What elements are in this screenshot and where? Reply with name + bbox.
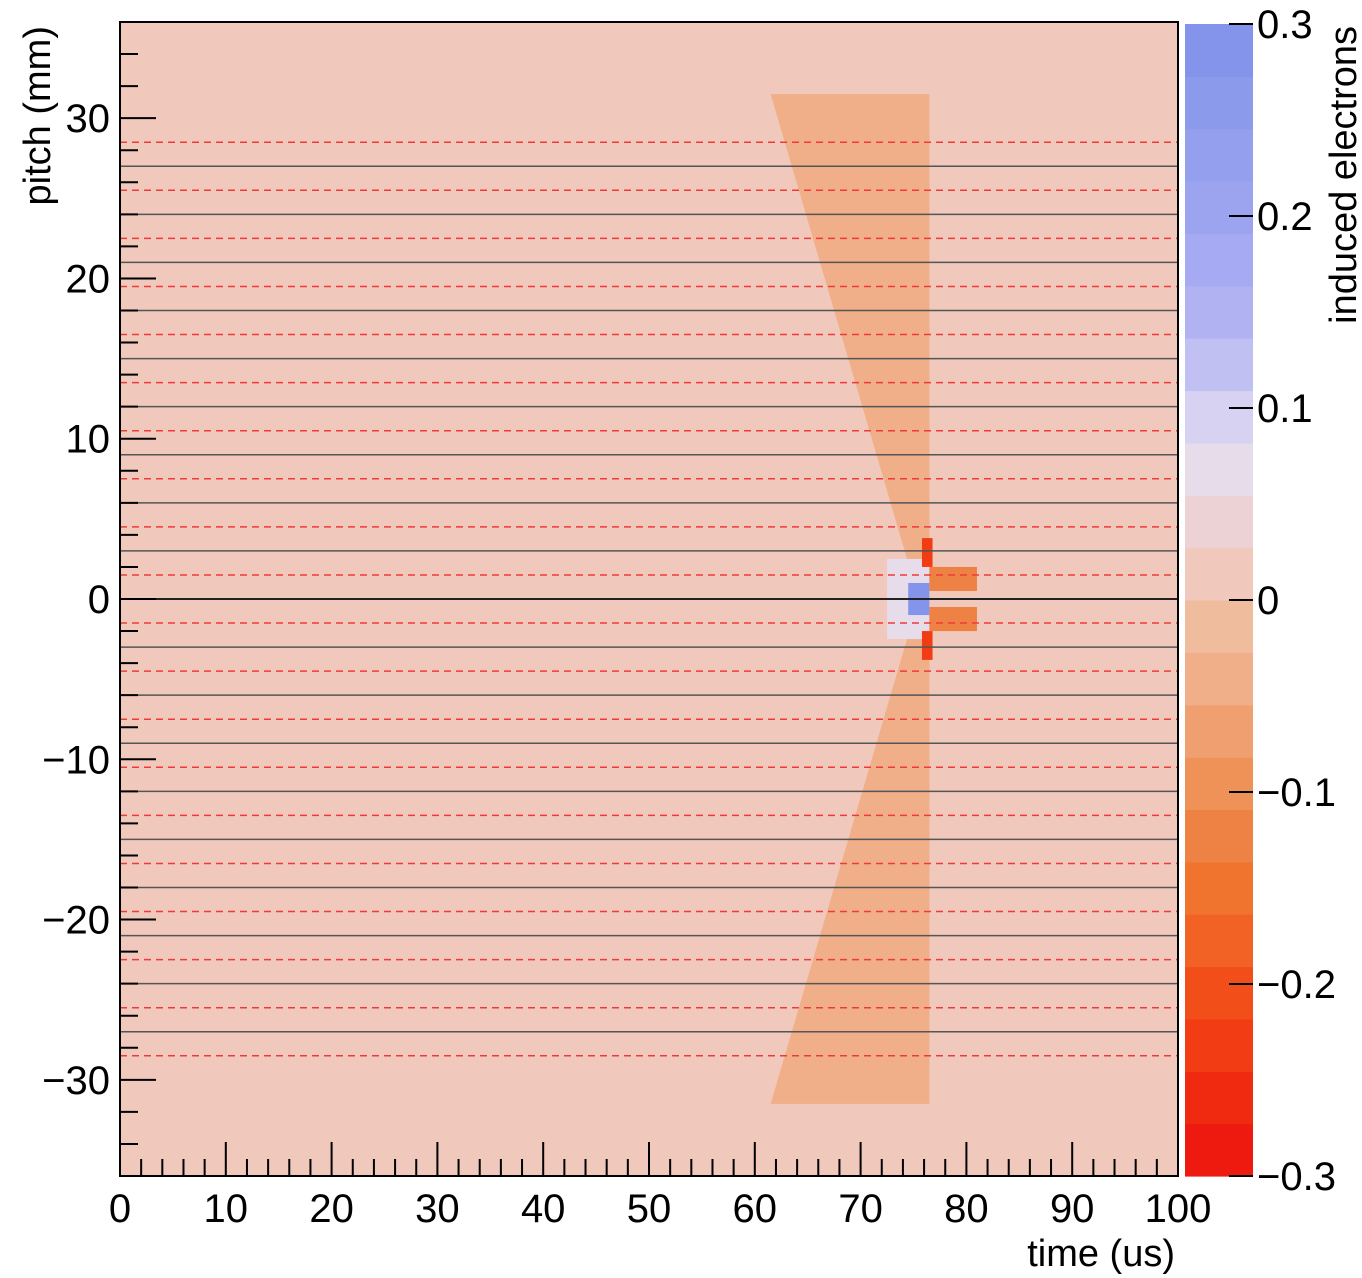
colorbar-swatch — [1185, 76, 1253, 130]
x-tick-label: 10 — [204, 1187, 249, 1231]
y-tick-label: 30 — [66, 97, 111, 141]
x-tick-label: 50 — [627, 1187, 672, 1231]
x-tick-label: 70 — [838, 1187, 883, 1231]
colorbar-swatch — [1185, 1018, 1253, 1072]
colorbar-tick-label: 0.1 — [1257, 387, 1313, 431]
colorbar-tick-label: −0.3 — [1257, 1155, 1336, 1199]
y-tick-label: 10 — [66, 418, 111, 462]
colorbar-swatch — [1185, 1123, 1253, 1177]
colorbar-swatch — [1185, 181, 1253, 235]
y-tick-label: −30 — [42, 1059, 110, 1103]
colorbar-swatch — [1185, 24, 1253, 77]
neighbor-strong-negative-1 — [921, 631, 933, 660]
colorbar-swatch — [1185, 495, 1253, 549]
colorbar-swatch — [1185, 652, 1253, 706]
x-axis: 0 10 20 30 40 50 60 70 80 90 100 — [109, 1142, 1212, 1231]
y-axis: −30 −20 −10 0 10 20 30 — [42, 53, 156, 1145]
colorbar-swatch — [1185, 390, 1253, 444]
y-tick-label: −10 — [42, 738, 110, 782]
colorbar-tick-label: 0 — [1257, 579, 1279, 623]
colorbar-swatch — [1185, 966, 1253, 1020]
colorbar-swatch — [1185, 600, 1253, 653]
colorbar-tick-label: −0.2 — [1257, 963, 1336, 1007]
neighbor-tails-1 — [929, 607, 977, 632]
colorbar: −0.3 −0.2 −0.1 0 0.1 0.2 0.3 — [1185, 3, 1336, 1199]
colorbar-swatch — [1185, 1071, 1253, 1125]
neighbor-tails-0 — [929, 566, 977, 591]
y-tick-label: 20 — [66, 257, 111, 301]
colorbar-swatch — [1185, 757, 1253, 811]
induced-band — [770, 94, 930, 1104]
y-tick-label: −20 — [42, 899, 110, 943]
colorbar-tick-label: −0.1 — [1257, 771, 1336, 815]
colorbar-swatch — [1185, 233, 1253, 287]
colorbar-swatch — [1185, 442, 1253, 496]
colorbar-title: induced electrons — [1323, 26, 1362, 324]
colorbar-swatch — [1185, 809, 1253, 863]
y-axis-title: pitch (mm) — [17, 26, 59, 205]
colorbar-swatch — [1185, 914, 1253, 968]
colorbar-tick-label: 0.2 — [1257, 195, 1313, 239]
colorbar-swatch — [1185, 861, 1253, 915]
wire-lines — [120, 141, 1178, 1057]
colorbar-swatch — [1185, 547, 1253, 601]
x-tick-label: 60 — [733, 1187, 778, 1231]
x-tick-label: 30 — [415, 1187, 460, 1231]
colorbar-swatch — [1185, 285, 1253, 339]
neighbor-strong-negative-0 — [921, 538, 933, 567]
x-tick-label: 20 — [309, 1187, 354, 1231]
x-tick-label: 80 — [944, 1187, 989, 1231]
x-axis-title: time (us) — [1027, 1233, 1175, 1275]
x-tick-label: 40 — [521, 1187, 566, 1231]
x-tick-label: 90 — [1050, 1187, 1095, 1231]
x-tick-label: 0 — [109, 1187, 131, 1231]
x-tick-label: 100 — [1145, 1187, 1212, 1231]
y-tick-label: 0 — [88, 578, 110, 622]
colorbar-swatch — [1185, 128, 1253, 182]
colorbar-tick-label: 0.3 — [1257, 3, 1313, 47]
colorbar-swatch — [1185, 704, 1253, 758]
colorbar-swatch — [1185, 338, 1253, 392]
